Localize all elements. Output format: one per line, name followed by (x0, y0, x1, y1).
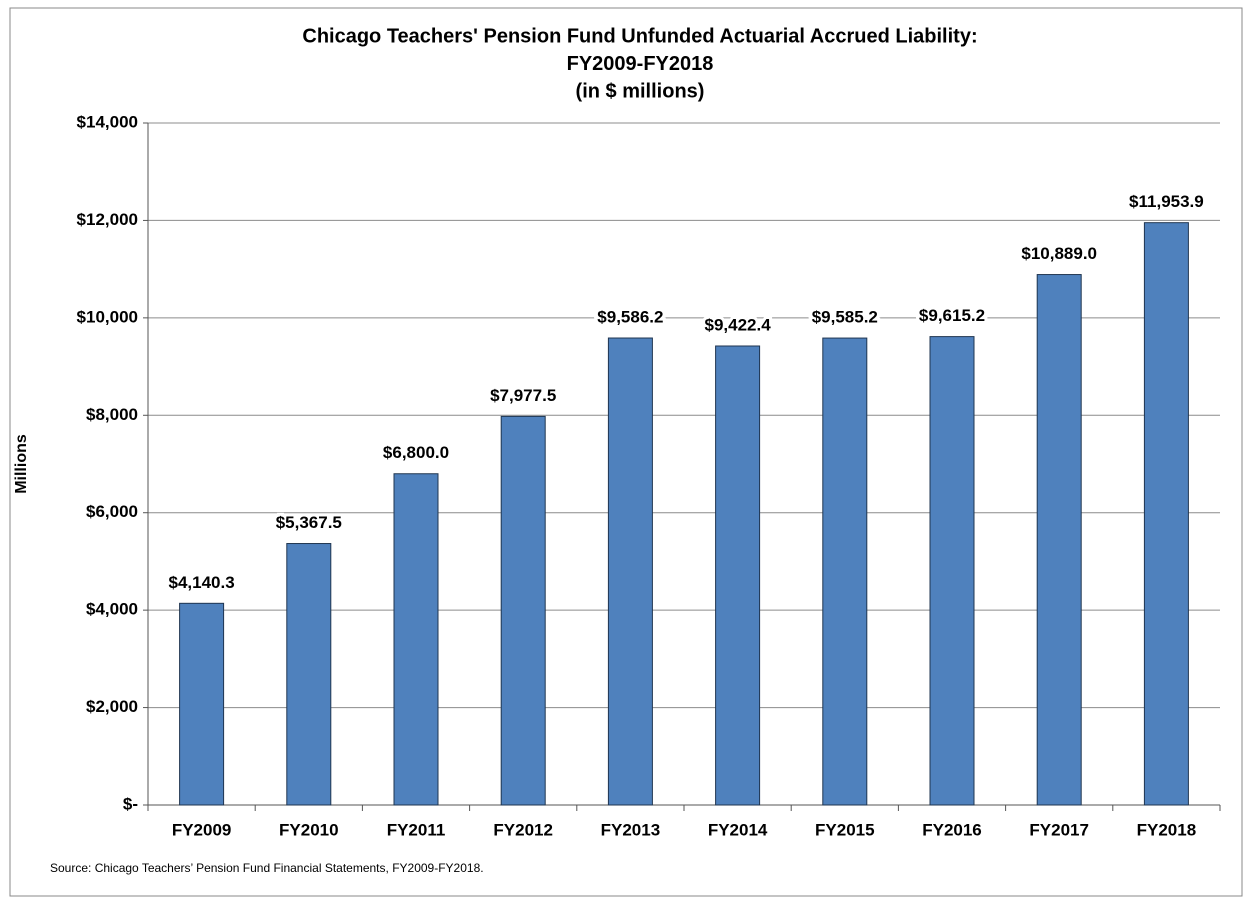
bar (1036, 274, 1082, 806)
bar (500, 415, 546, 806)
x-tick-label: FY2018 (1137, 820, 1197, 839)
chart-title: FY2009-FY2018 (567, 53, 714, 75)
bar (607, 337, 653, 806)
bar (393, 473, 439, 806)
x-tick-label: FY2014 (708, 820, 768, 839)
x-tick-label: FY2015 (815, 820, 875, 839)
x-tick-label: FY2009 (172, 820, 232, 839)
y-tick-label: $10,000 (77, 307, 138, 326)
x-tick-label: FY2013 (601, 820, 661, 839)
data-label: $4,140.3 (169, 573, 235, 592)
y-tick-label: $12,000 (77, 210, 138, 229)
y-tick-label: $- (123, 794, 138, 813)
y-tick-label: $14,000 (77, 112, 138, 131)
data-label: $9,615.2 (919, 306, 985, 325)
bar (715, 345, 761, 806)
x-tick-label: FY2010 (279, 820, 339, 839)
x-tick-label: FY2016 (922, 820, 982, 839)
y-tick-label: $6,000 (86, 502, 138, 521)
chart-title: Chicago Teachers' Pension Fund Unfunded … (302, 25, 977, 47)
x-tick-label: FY2012 (493, 820, 553, 839)
data-label: $9,422.4 (705, 315, 772, 334)
y-tick-label: $2,000 (86, 697, 138, 716)
bar (822, 337, 868, 806)
bar (179, 602, 225, 806)
y-axis-label: Millions (13, 434, 30, 494)
x-tick-label: FY2017 (1029, 820, 1089, 839)
y-tick-label: $8,000 (86, 405, 138, 424)
y-tick-label: $4,000 (86, 600, 138, 619)
data-label: $9,585.2 (812, 308, 878, 327)
x-tick-label: FY2011 (387, 820, 446, 839)
bar (286, 543, 332, 806)
bar (1143, 222, 1189, 806)
data-label: $9,586.2 (597, 307, 663, 326)
data-label: $10,889.0 (1021, 244, 1097, 263)
data-label: $11,953.9 (1129, 192, 1204, 211)
data-label: $7,977.5 (490, 386, 556, 405)
chart-title: (in $ millions) (576, 80, 705, 102)
source-note: Source: Chicago Teachers’ Pension Fund F… (50, 861, 484, 875)
data-label: $5,367.5 (276, 513, 342, 532)
data-label: $6,800.0 (383, 443, 449, 462)
bar (929, 336, 975, 806)
